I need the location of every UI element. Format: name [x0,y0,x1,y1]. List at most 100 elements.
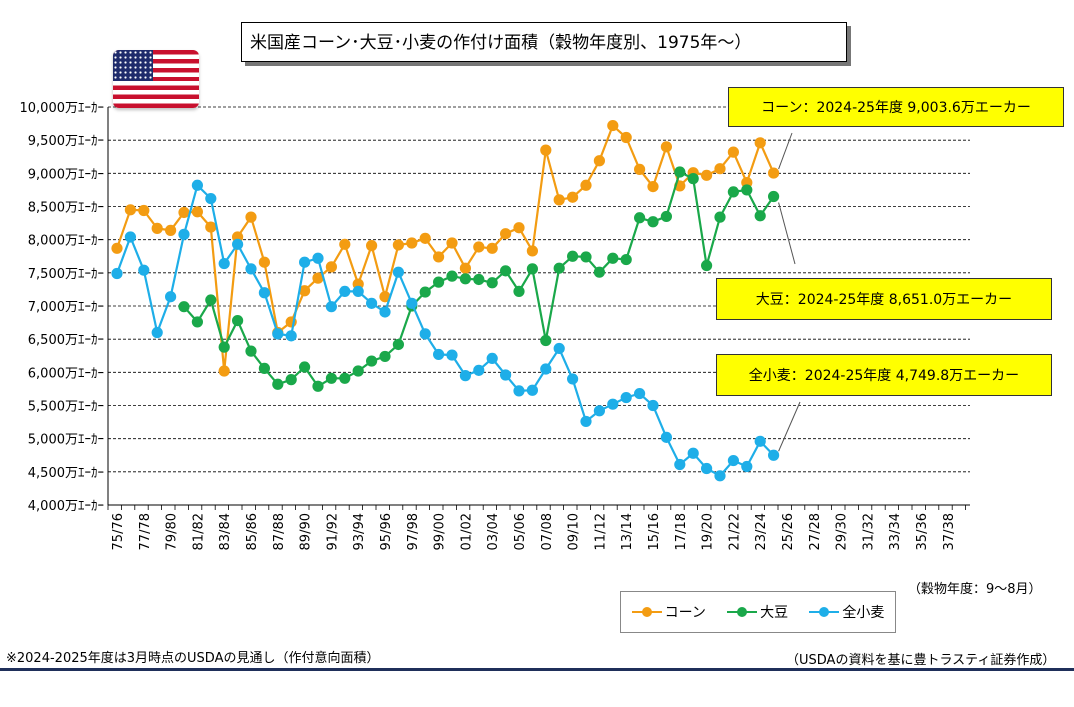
data-point-corn [312,272,324,284]
data-point-corn [620,131,632,144]
x-tick-label: 95/96 [379,513,394,550]
x-tick-label: 93/94 [352,513,367,550]
data-point-wheat [620,391,632,404]
footnote: ※2024-2025年度は3月時点のUSDAの見通し（作付意向面積） [6,651,380,666]
data-point-corn [111,242,123,254]
legend-item-wheat: 全小麦 [809,602,884,622]
data-point-wheat [352,285,364,298]
data-point-soybean [741,184,753,196]
data-point-wheat [339,285,351,298]
data-point-wheat [674,458,686,471]
data-point-wheat [151,326,163,339]
data-point-wheat [500,369,512,381]
data-point-soybean [674,166,686,178]
data-point-soybean [379,350,391,363]
data-point-wheat [513,385,525,397]
data-point-corn [567,191,579,203]
data-point-wheat [701,462,713,475]
x-tick-label: 35/36 [915,513,930,550]
data-point-soybean [178,301,190,313]
data-point-soybean [727,186,740,198]
data-point-wheat [272,328,284,340]
data-point-soybean [191,316,203,328]
data-point-soybean [339,372,351,384]
data-point-soybean [312,380,324,392]
y-tick-label: 9,000万ｴｰｶｰ [28,167,104,182]
data-point-soybean [540,334,552,347]
legend-item-corn: コーン [631,602,706,622]
data-point-wheat [446,349,458,361]
data-point-corn [513,222,525,234]
legend-label-corn: コーン [664,605,706,621]
bottom-rule [0,668,1074,671]
us-flag-icon [113,50,199,108]
data-point-wheat [634,387,646,400]
data-point-corn [245,211,257,223]
y-tick-label: 5,000万ｴｰｶｰ [28,433,104,448]
data-point-wheat [768,449,780,461]
x-tick-label: 97/98 [406,513,421,550]
callout-wheat: 全小麦：2024-25年度 4,749.8万エーカー [716,354,1052,396]
x-tick-label: 85/86 [245,513,260,550]
data-point-soybean [687,173,699,185]
x-tick-label: 33/34 [888,513,903,550]
data-point-soybean [392,338,404,351]
data-point-soybean [701,259,713,272]
x-tick-label: 05/06 [513,513,528,550]
legend: コーン 大豆 全小麦 [620,591,896,633]
data-point-corn [580,179,592,191]
data-point-soybean [593,266,606,278]
data-point-soybean [660,210,673,223]
data-point-corn [218,365,230,377]
source-note: （USDAの資料を基に豊トラスティ証券作成） [786,653,1056,668]
x-tick-label: 29/30 [835,513,850,550]
x-tick-label: 89/90 [299,513,314,550]
x-tick-label: 79/80 [165,513,180,550]
data-point-soybean [366,355,378,367]
data-point-wheat [191,179,203,191]
data-point-soybean [607,252,619,264]
y-tick-label: 8,000万ｴｰｶｰ [28,234,104,249]
data-point-corn [660,141,673,153]
data-point-corn [459,262,471,274]
legend-marker-corn [631,606,662,618]
x-tick-label: 99/00 [433,513,448,550]
legend-item-soybean: 大豆 [727,602,788,622]
data-point-corn [419,232,431,244]
data-point-soybean [352,365,364,377]
data-point-corn [325,261,337,273]
y-tick-label: 5,500万ｴｰｶｰ [28,400,104,415]
data-point-soybean [446,270,458,282]
data-point-soybean [500,265,512,277]
data-point-corn [124,204,136,216]
data-point-wheat [232,238,244,250]
data-point-corn [165,224,177,236]
data-point-corn [379,291,391,303]
data-point-corn [714,163,726,175]
x-tick-label: 03/04 [486,513,501,550]
x-tick-label: 15/16 [647,513,662,550]
data-point-soybean [325,372,337,384]
x-tick-label: 01/02 [459,513,474,550]
x-tick-label: 81/82 [191,513,206,550]
data-point-corn [727,146,740,158]
data-point-wheat [727,454,740,467]
y-tick-label: 6,000万ｴｰｶｰ [28,366,104,381]
data-point-wheat [379,306,391,318]
data-point-corn [540,144,552,156]
data-point-corn [406,237,418,249]
x-tick-label: 75/76 [111,513,126,550]
series-line-corn [115,123,775,372]
data-point-wheat [741,460,753,473]
data-point-wheat [419,328,431,340]
data-point-corn [500,228,512,240]
callout-connector-wheat [778,401,801,452]
data-point-soybean [245,345,257,357]
data-point-wheat [299,256,311,268]
data-point-soybean [754,210,766,222]
x-tick-label: 77/78 [138,513,153,550]
data-point-soybean [218,341,230,353]
data-point-wheat [526,384,539,396]
x-tick-label: 23/24 [754,513,769,550]
data-point-wheat [660,431,673,443]
